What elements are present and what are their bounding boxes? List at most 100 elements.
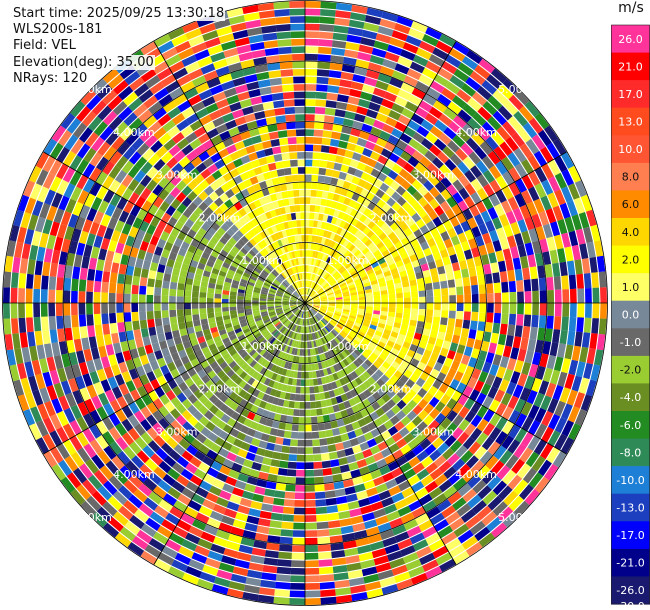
- velocity-bin: [372, 382, 381, 391]
- velocity-bin: [294, 348, 298, 356]
- velocity-bin: [336, 299, 343, 302]
- velocity-bin: [93, 358, 103, 371]
- velocity-bin: [135, 365, 146, 377]
- velocity-bin: [138, 294, 146, 303]
- velocity-bin: [123, 201, 135, 214]
- velocity-bin: [371, 195, 381, 205]
- velocity-bin: [281, 521, 294, 530]
- velocity-bin: [154, 310, 162, 319]
- velocity-bin: [342, 271, 350, 278]
- velocity-bin: [343, 540, 357, 550]
- velocity-bin: [371, 283, 379, 289]
- velocity-bin: [157, 357, 167, 368]
- velocity-bin: [324, 375, 331, 384]
- velocity-bin: [351, 305, 358, 309]
- velocity-bin: [226, 94, 240, 105]
- velocity-bin: [432, 47, 449, 61]
- velocity-bin: [554, 155, 568, 173]
- velocity-bin: [93, 469, 108, 485]
- velocity-bin: [180, 513, 195, 525]
- velocity-bin: [9, 224, 20, 242]
- velocity-bin: [300, 318, 303, 326]
- velocity-bin: [376, 273, 384, 280]
- velocity-bin: [281, 445, 290, 454]
- velocity-bin: [79, 326, 88, 339]
- velocity-bin: [252, 208, 260, 218]
- velocity-bin: [574, 408, 587, 426]
- velocity-bin: [402, 281, 410, 288]
- velocity-bin: [433, 309, 441, 318]
- velocity-bin: [329, 321, 336, 327]
- velocity-bin: [303, 311, 305, 319]
- velocity-bin: [386, 279, 394, 286]
- velocity-bin: [553, 276, 562, 290]
- velocity-bin: [430, 244, 439, 254]
- colorbar-tick-label: 26.0: [618, 33, 643, 46]
- velocity-bin: [546, 315, 554, 329]
- velocity-bin: [464, 183, 476, 196]
- velocity-bin: [242, 214, 251, 223]
- velocity-bin: [161, 303, 169, 311]
- velocity-bin: [315, 315, 321, 321]
- velocity-bin: [383, 419, 394, 430]
- velocity-bin: [300, 257, 303, 265]
- velocity-bin: [375, 189, 385, 199]
- velocity-bin: [566, 200, 578, 217]
- velocity-bin: [221, 298, 229, 303]
- velocity-bin: [449, 517, 465, 531]
- velocity-bin: [451, 390, 462, 402]
- velocity-bin: [259, 274, 267, 280]
- velocity-bin: [313, 316, 319, 322]
- velocity-bin: [24, 228, 35, 245]
- velocity-bin: [39, 358, 49, 374]
- velocity-bin: [310, 356, 315, 364]
- velocity-bin: [291, 275, 296, 282]
- velocity-bin: [476, 126, 491, 141]
- velocity-bin: [439, 248, 449, 259]
- velocity-bin: [407, 399, 418, 410]
- velocity-bin: [264, 195, 272, 204]
- velocity-bin: [316, 322, 322, 330]
- velocity-bin: [174, 40, 191, 54]
- velocity-bin: [341, 315, 349, 320]
- velocity-bin: [69, 170, 82, 186]
- velocity-bin: [280, 238, 286, 246]
- velocity-bin: [305, 371, 309, 379]
- velocity-bin: [392, 272, 400, 280]
- velocity-bin: [33, 288, 41, 303]
- velocity-bin: [51, 342, 61, 357]
- velocity-bin: [271, 242, 278, 250]
- velocity-bin: [222, 337, 231, 345]
- velocity-bin: [280, 246, 286, 254]
- velocity-bin: [349, 88, 362, 98]
- velocity-bin: [286, 311, 292, 317]
- velocity-bin: [343, 339, 350, 346]
- velocity-bin: [401, 201, 412, 212]
- velocity-bin: [403, 468, 416, 480]
- velocity-bin: [121, 174, 134, 188]
- velocity-bin: [293, 266, 297, 274]
- velocity-bin: [129, 441, 142, 455]
- velocity-bin: [425, 315, 433, 324]
- velocity-bin: [426, 431, 439, 444]
- velocity-bin: [265, 179, 274, 188]
- velocity-bin: [75, 375, 86, 390]
- velocity-bin: [285, 114, 296, 122]
- velocity-bin: [542, 223, 553, 239]
- velocity-bin: [65, 392, 77, 408]
- velocity-bin: [313, 274, 318, 282]
- velocity-bin: [448, 48, 466, 62]
- velocity-bin: [343, 298, 351, 301]
- velocity-bin: [305, 46, 319, 54]
- velocity-bin: [181, 334, 190, 343]
- velocity-bin: [305, 303, 308, 311]
- velocity-bin: [260, 133, 271, 142]
- velocity-bin: [244, 305, 252, 310]
- velocity-bin: [121, 160, 135, 174]
- velocity-bin: [324, 263, 330, 271]
- velocity-bin: [301, 318, 304, 326]
- velocity-bin: [305, 567, 320, 575]
- velocity-bin: [351, 272, 359, 279]
- velocity-bin: [83, 147, 97, 163]
- velocity-bin: [348, 332, 356, 339]
